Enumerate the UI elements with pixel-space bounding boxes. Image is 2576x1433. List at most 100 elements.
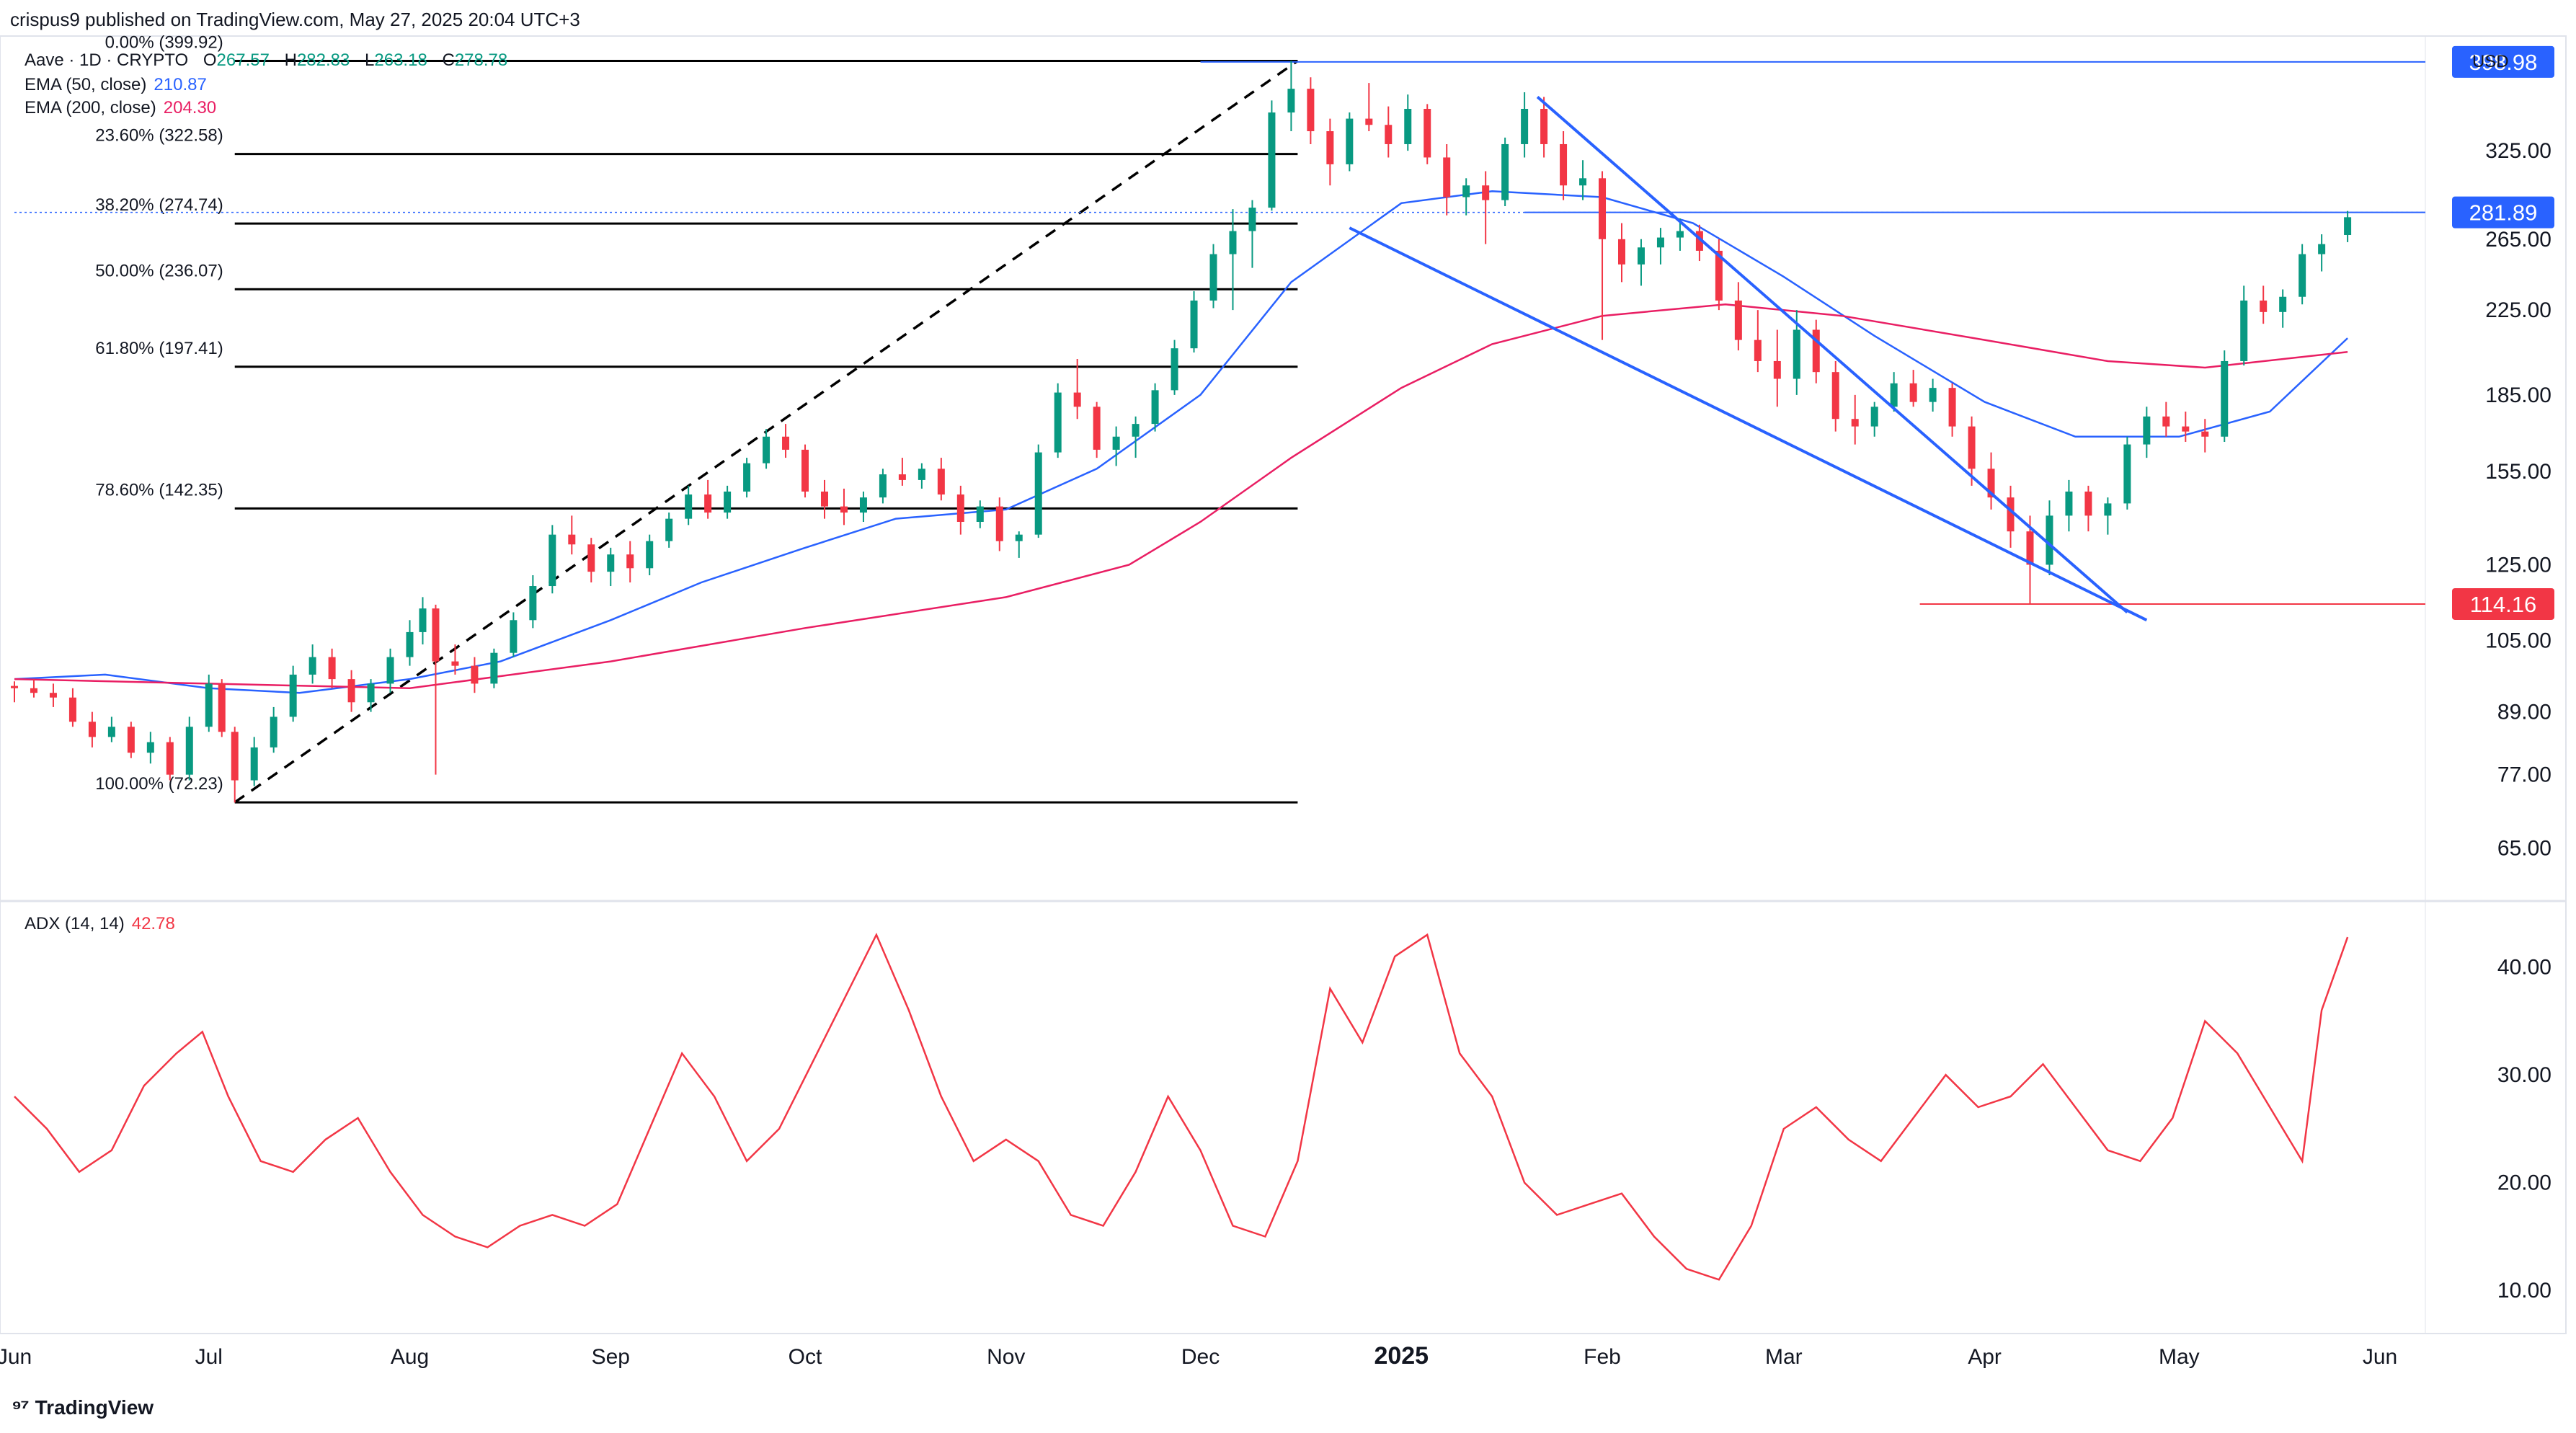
candle-body bbox=[289, 674, 297, 717]
adx-legend[interactable]: ADX (14, 14) 42.78 bbox=[25, 914, 175, 934]
candle-body bbox=[2026, 531, 2034, 565]
candle bbox=[665, 513, 673, 548]
currency-label[interactable]: USD bbox=[2472, 52, 2509, 71]
candle bbox=[308, 644, 316, 684]
candle bbox=[763, 429, 770, 469]
price-label-text: 114.16 bbox=[2470, 592, 2537, 617]
candle-body bbox=[820, 491, 828, 507]
candle bbox=[1190, 291, 1198, 353]
candle-body bbox=[1171, 348, 1178, 391]
candle-body bbox=[471, 665, 479, 684]
candle-body bbox=[548, 534, 556, 587]
candle-body bbox=[2201, 431, 2209, 437]
candle bbox=[956, 485, 964, 535]
candle bbox=[2046, 500, 2053, 576]
candle bbox=[2162, 401, 2170, 437]
candle bbox=[587, 538, 595, 582]
candle bbox=[11, 681, 18, 703]
candle-body bbox=[107, 727, 115, 737]
candle-body bbox=[88, 722, 96, 737]
candle-body bbox=[451, 661, 459, 666]
fib-level-label: 61.80% (197.41) bbox=[95, 339, 223, 358]
candle bbox=[250, 737, 258, 786]
publisher-line: crispus9 published on TradingView.com, M… bbox=[10, 9, 580, 30]
ema200-label: EMA (200, close) bbox=[25, 98, 156, 117]
time-tick-label: Jul bbox=[195, 1345, 223, 1369]
candle bbox=[166, 737, 174, 781]
candle bbox=[1287, 61, 1295, 132]
candle-body bbox=[1618, 239, 1625, 265]
candle-body bbox=[2260, 300, 2268, 312]
candle-body bbox=[1715, 250, 1723, 301]
price-label-text: 398.98 bbox=[2469, 50, 2538, 75]
candle-body bbox=[1773, 360, 1781, 379]
candle bbox=[88, 711, 96, 747]
candle-body bbox=[1599, 178, 1607, 239]
candle-body bbox=[1229, 231, 1237, 254]
price-tick-label: 265.00 bbox=[2485, 228, 2551, 252]
candle-body bbox=[956, 494, 964, 522]
fib-level-label: 38.20% (274.74) bbox=[95, 195, 223, 215]
price-tick-label: 65.00 bbox=[2497, 837, 2551, 861]
candle bbox=[2026, 515, 2034, 604]
candle-body bbox=[1560, 143, 1568, 186]
candle bbox=[1424, 104, 1431, 164]
price-tick-label: 325.00 bbox=[2485, 139, 2551, 163]
candle bbox=[419, 597, 427, 645]
price-tick-label: 77.00 bbox=[2497, 763, 2551, 787]
open-key: O bbox=[203, 50, 217, 70]
candle bbox=[1462, 178, 1470, 216]
candle-body bbox=[328, 657, 336, 680]
candle-body bbox=[801, 449, 809, 492]
price-tick-label: 89.00 bbox=[2497, 701, 2551, 724]
candle-body bbox=[1326, 131, 1334, 164]
fib-level-label: 23.60% (322.58) bbox=[95, 126, 223, 146]
candle-body bbox=[879, 474, 887, 498]
candle bbox=[1695, 224, 1703, 262]
candle bbox=[205, 674, 213, 732]
ema50-label: EMA (50, close) bbox=[25, 75, 147, 94]
candle bbox=[127, 722, 135, 758]
ema200-legend[interactable]: EMA (200, close) 204.30 bbox=[25, 98, 216, 118]
candle bbox=[1929, 378, 1937, 412]
candle-body bbox=[30, 688, 37, 693]
candle-body bbox=[2279, 296, 2287, 312]
candle bbox=[1773, 329, 1781, 407]
candle-body bbox=[1851, 419, 1859, 427]
candle bbox=[976, 500, 984, 528]
candle-body bbox=[250, 747, 258, 781]
candle bbox=[859, 491, 867, 522]
candle bbox=[68, 688, 76, 727]
candle-body bbox=[1015, 534, 1023, 541]
high-value: 282.83 bbox=[296, 50, 350, 70]
candle bbox=[2299, 244, 2306, 305]
candle-body bbox=[146, 742, 154, 753]
candle bbox=[1870, 401, 1878, 437]
candle-body bbox=[1812, 329, 1820, 373]
candle-body bbox=[1093, 407, 1101, 450]
candle-body bbox=[1287, 89, 1295, 113]
candle bbox=[347, 670, 355, 712]
candle bbox=[1209, 244, 1217, 309]
candle-body bbox=[1501, 143, 1509, 200]
close-key: C bbox=[442, 50, 455, 70]
footer-brand-label: TradingView bbox=[35, 1396, 154, 1419]
candle-body bbox=[782, 436, 790, 450]
price-label-text: 281.89 bbox=[2469, 200, 2538, 226]
candle-body bbox=[2123, 444, 2131, 504]
ema50-legend[interactable]: EMA (50, close) 210.87 bbox=[25, 75, 207, 95]
candle bbox=[2260, 285, 2268, 324]
candle bbox=[879, 469, 887, 504]
time-tick-label: Oct bbox=[789, 1345, 822, 1369]
candle bbox=[218, 679, 226, 737]
ema-line bbox=[14, 303, 2348, 690]
adx-tick-label: 20.00 bbox=[2497, 1171, 2551, 1195]
candle bbox=[2007, 485, 2015, 548]
footer-brand[interactable]: ⁹⁷ TradingView bbox=[12, 1396, 154, 1420]
candle-body bbox=[685, 494, 693, 519]
time-tick-label: May bbox=[2159, 1345, 2200, 1369]
adx-tick-label: 10.00 bbox=[2497, 1279, 2551, 1303]
candle-body bbox=[1190, 300, 1198, 349]
time-tick-label: Aug bbox=[391, 1345, 429, 1369]
